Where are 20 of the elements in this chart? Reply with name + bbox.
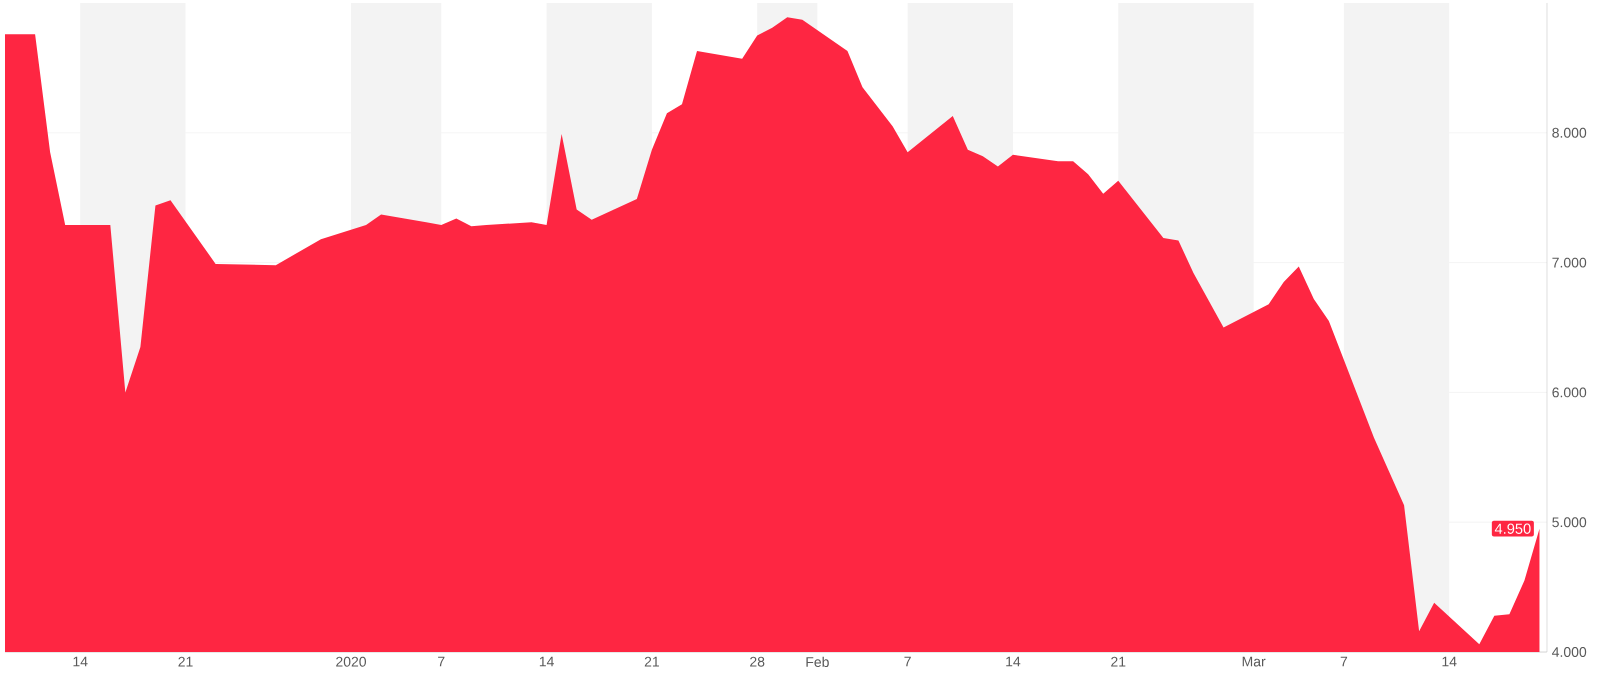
x-tick-label: 21 xyxy=(644,656,659,667)
y-tick-label: 8.000 xyxy=(1552,127,1587,138)
x-tick-label: 14 xyxy=(73,656,88,667)
x-tick-label: 7 xyxy=(1340,656,1348,667)
x-tick-label: Feb xyxy=(806,656,829,667)
x-tick-label: 2020 xyxy=(336,656,367,667)
x-tick-label: 7 xyxy=(438,656,445,667)
y-tick-label: 4.000 xyxy=(1552,647,1587,657)
x-tick-label: 21 xyxy=(178,656,193,667)
x-tick-label: 28 xyxy=(750,656,765,667)
x-tick-label: 14 xyxy=(539,656,554,667)
y-tick-label: 5.000 xyxy=(1552,517,1587,528)
x-tick-label: 14 xyxy=(1442,656,1457,667)
x-tick-label: 14 xyxy=(1006,656,1021,667)
y-tick-label: 7.000 xyxy=(1552,257,1587,268)
x-tick-label: Mar xyxy=(1242,656,1266,667)
y-tick-label: 6.000 xyxy=(1552,387,1587,398)
x-tick-label: 7 xyxy=(904,656,911,667)
x-tick-label: 21 xyxy=(1111,656,1126,667)
data-label: 4.950 xyxy=(1494,523,1531,534)
